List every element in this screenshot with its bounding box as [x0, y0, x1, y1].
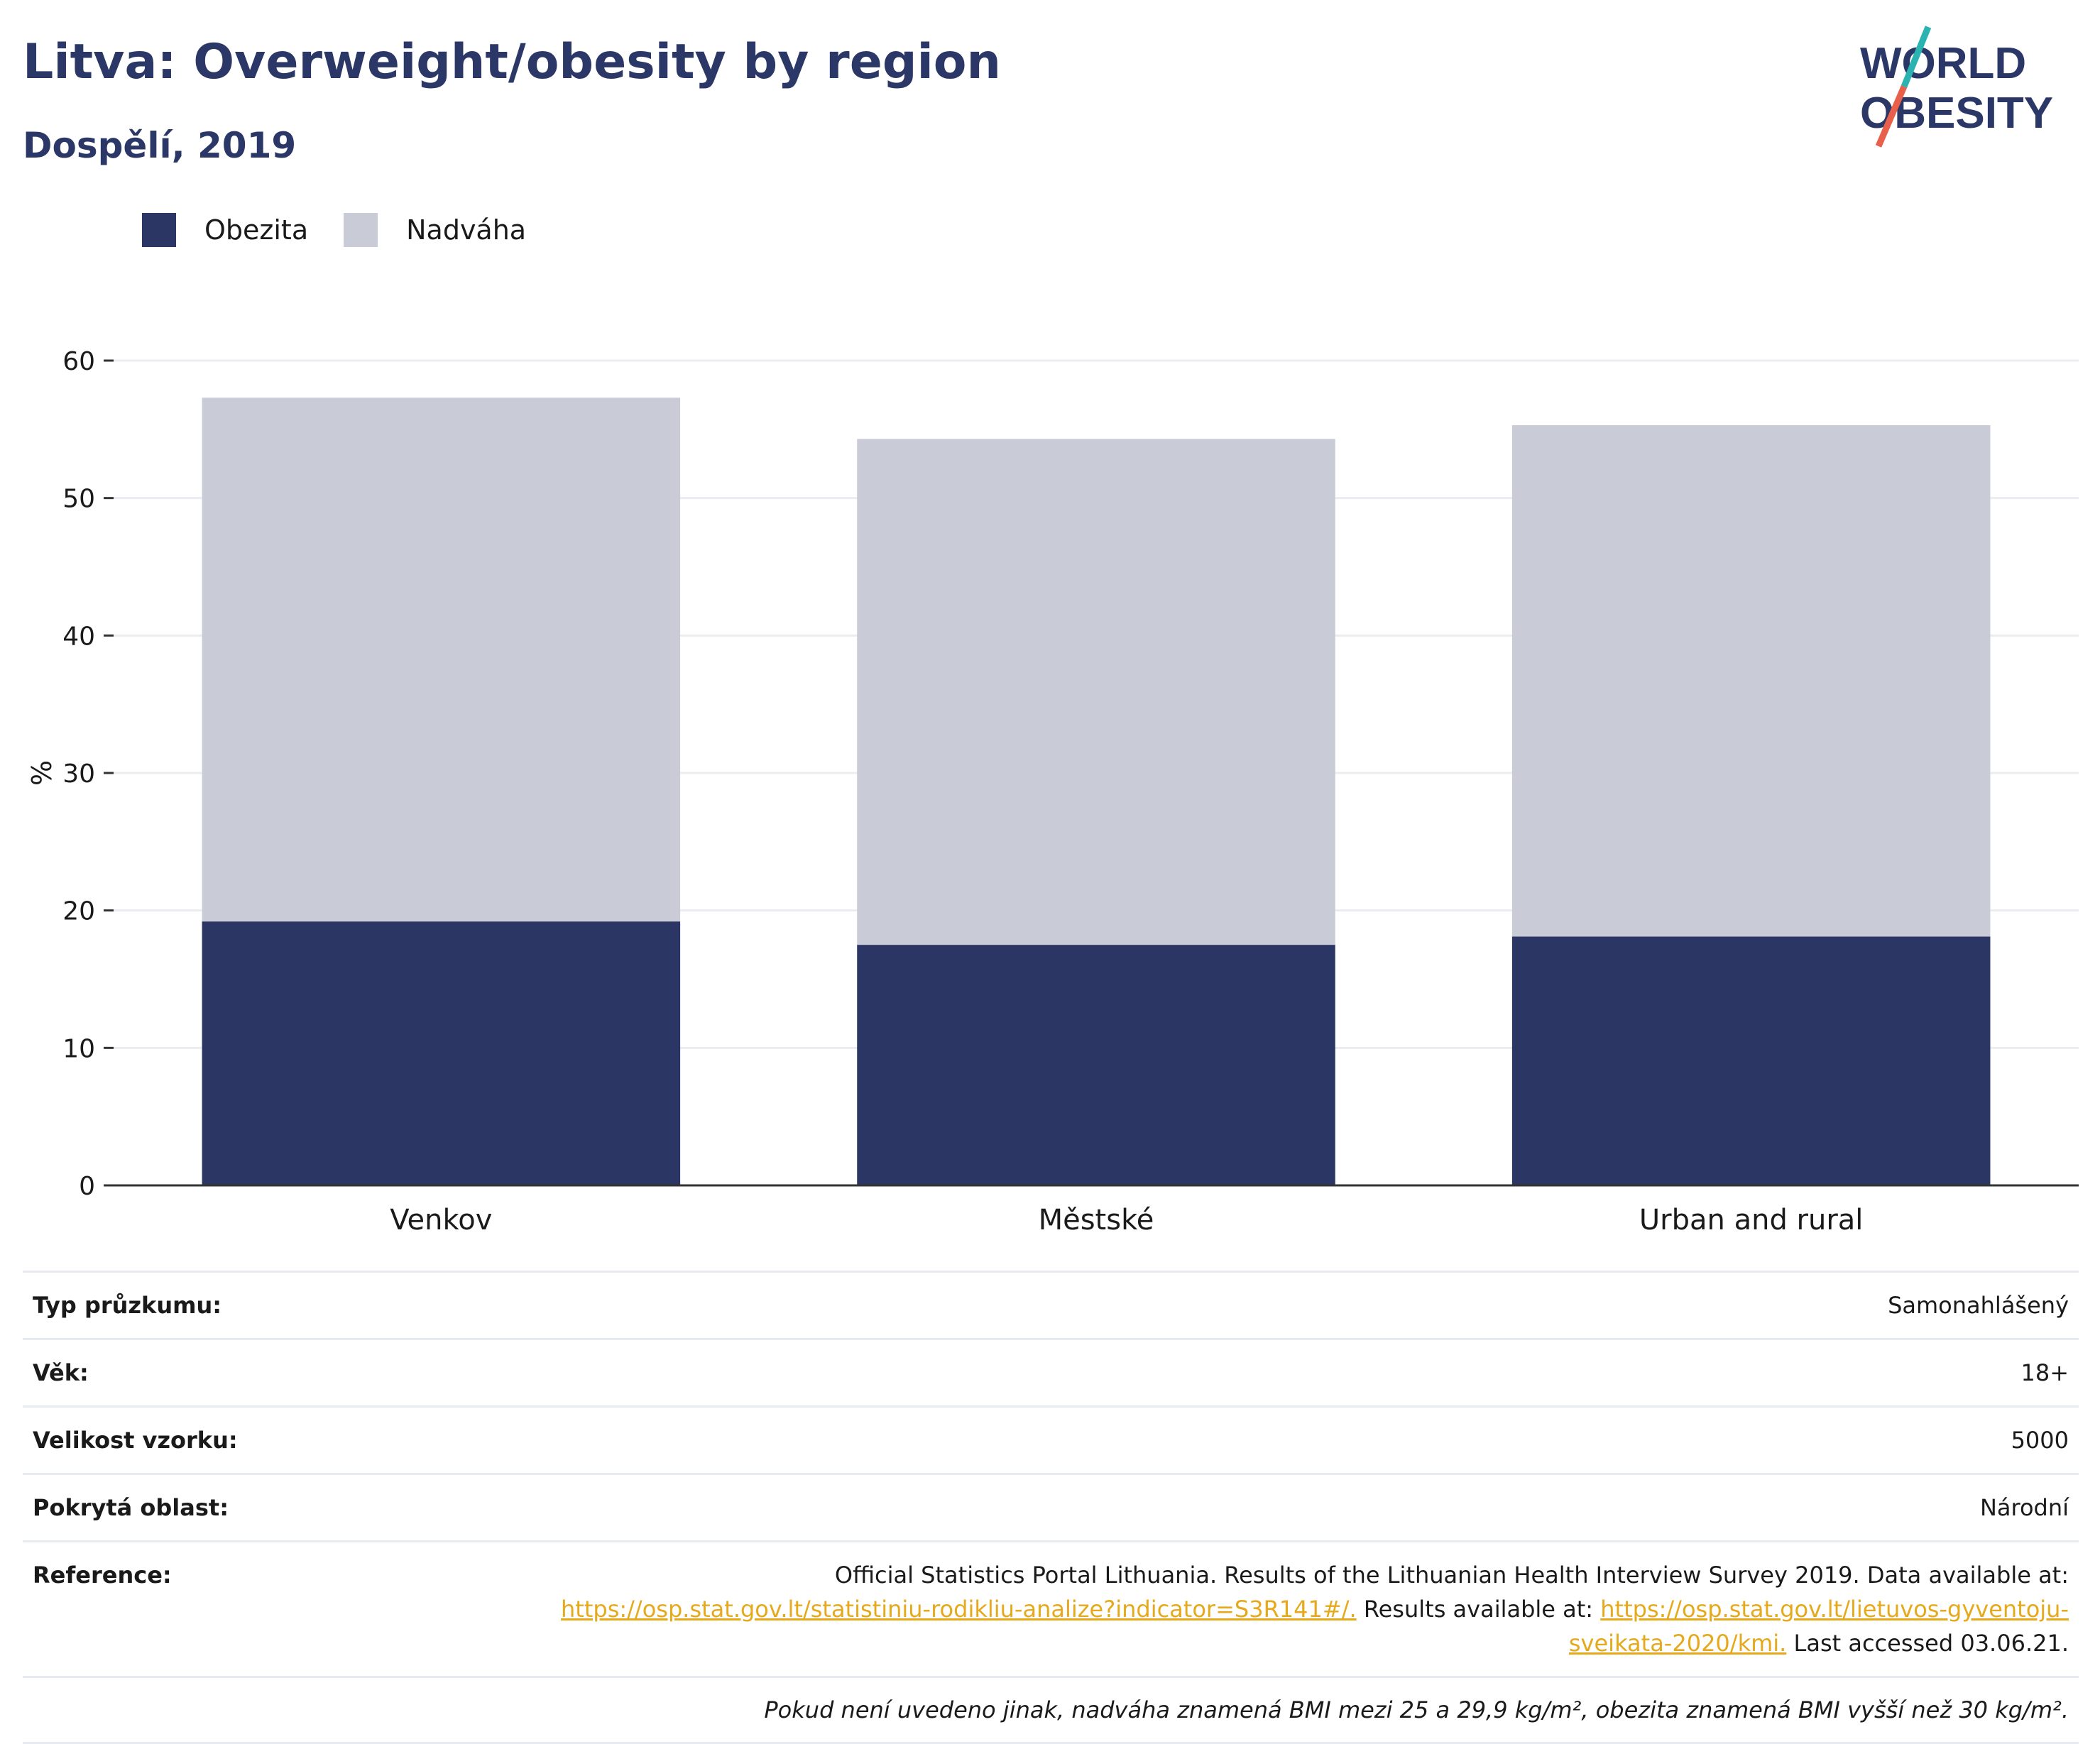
logo-slash-teal — [1901, 26, 1932, 88]
x-tick-label: Městské — [1039, 1204, 1154, 1236]
info-row-area: Pokrytá oblast: Národní — [23, 1473, 2079, 1540]
info-row-age: Věk: 18+ — [23, 1338, 2079, 1405]
legend-swatch-obesity — [142, 213, 176, 247]
bar-obesity — [202, 921, 681, 1185]
sample-size-value: 5000 — [2011, 1427, 2069, 1454]
chart-legend: Obezita Nadváha — [142, 213, 562, 247]
reference-value: Official Statistics Portal Lithuania. Re… — [507, 1558, 2069, 1660]
bar-chart: 0 10 20 30 40 50 60% Venkov Městské Urban and rur… — [26, 347, 2079, 1236]
bar-overweight — [857, 439, 1335, 945]
legend-label-obesity: Obezita — [204, 214, 309, 246]
y-tick-label: 0 — [79, 1172, 95, 1201]
area-label: Pokrytá oblast: — [33, 1494, 229, 1521]
definition-note: Pokud není uvedeno jinak, nadváha znamen… — [23, 1676, 2079, 1744]
y-tick-label: 40 — [62, 622, 95, 651]
sample-size-label: Velikost vzorku: — [33, 1427, 238, 1454]
survey-type-label: Typ průzkumu: — [33, 1292, 222, 1319]
chart-title: Litva: Overweight/obesity by region — [23, 34, 1001, 90]
legend-item-overweight: Nadváha — [344, 213, 526, 247]
age-value: 18+ — [2020, 1359, 2069, 1386]
info-row-reference: Reference: Official Statistics Portal Li… — [23, 1540, 2079, 1676]
y-tick-label: 60 — [62, 347, 95, 376]
bar-overweight — [1511, 425, 1991, 937]
info-row-sample-size: Velikost vzorku: 5000 — [23, 1405, 2079, 1473]
survey-info-table: Typ průzkumu: Samonahlášený Věk: 18+ Vel… — [23, 1271, 2079, 1744]
y-tick-label: 10 — [62, 1034, 95, 1063]
chart-subtitle: Dospělí, 2019 — [23, 125, 297, 166]
bar-obesity — [857, 945, 1335, 1185]
logo-slash-red — [1875, 85, 1908, 148]
bar-obesity — [1511, 936, 1991, 1185]
info-row-survey-type: Typ průzkumu: Samonahlášený — [23, 1271, 2079, 1338]
area-value: Národní — [1979, 1494, 2069, 1521]
logo-line1: WORLD — [1860, 39, 2026, 88]
reference-text-1: Official Statistics Portal Lithuania. Re… — [834, 1562, 2069, 1589]
reference-label: Reference: — [33, 1562, 172, 1589]
y-tick-label: 20 — [62, 897, 95, 926]
y-tick-label: 30 — [62, 759, 95, 789]
reference-text-3: Last accessed 03.06.21. — [1793, 1630, 2069, 1657]
x-tick-label: Urban and rural — [1639, 1204, 1864, 1236]
reference-link-1[interactable]: https://osp.stat.gov.lt/statistiniu-rodi… — [561, 1596, 1357, 1623]
legend-label-overweight: Nadváha — [406, 214, 527, 246]
x-tick-label: Venkov — [390, 1204, 492, 1236]
legend-item-obesity: Obezita — [142, 213, 308, 247]
reference-text-2: Results available at: — [1363, 1596, 1594, 1623]
survey-type-value: Samonahlášený — [1888, 1292, 2069, 1319]
bar-overweight — [202, 397, 681, 922]
y-axis-label: % — [26, 760, 58, 786]
age-label: Věk: — [33, 1359, 89, 1386]
reference-link-2[interactable]: https://osp.stat.gov.lt/lietuvos-gyvento… — [1568, 1596, 2069, 1657]
world-obesity-logo: WORLD OBESITY — [1860, 26, 2053, 148]
y-tick-label: 50 — [62, 485, 95, 514]
legend-swatch-overweight — [344, 213, 378, 247]
